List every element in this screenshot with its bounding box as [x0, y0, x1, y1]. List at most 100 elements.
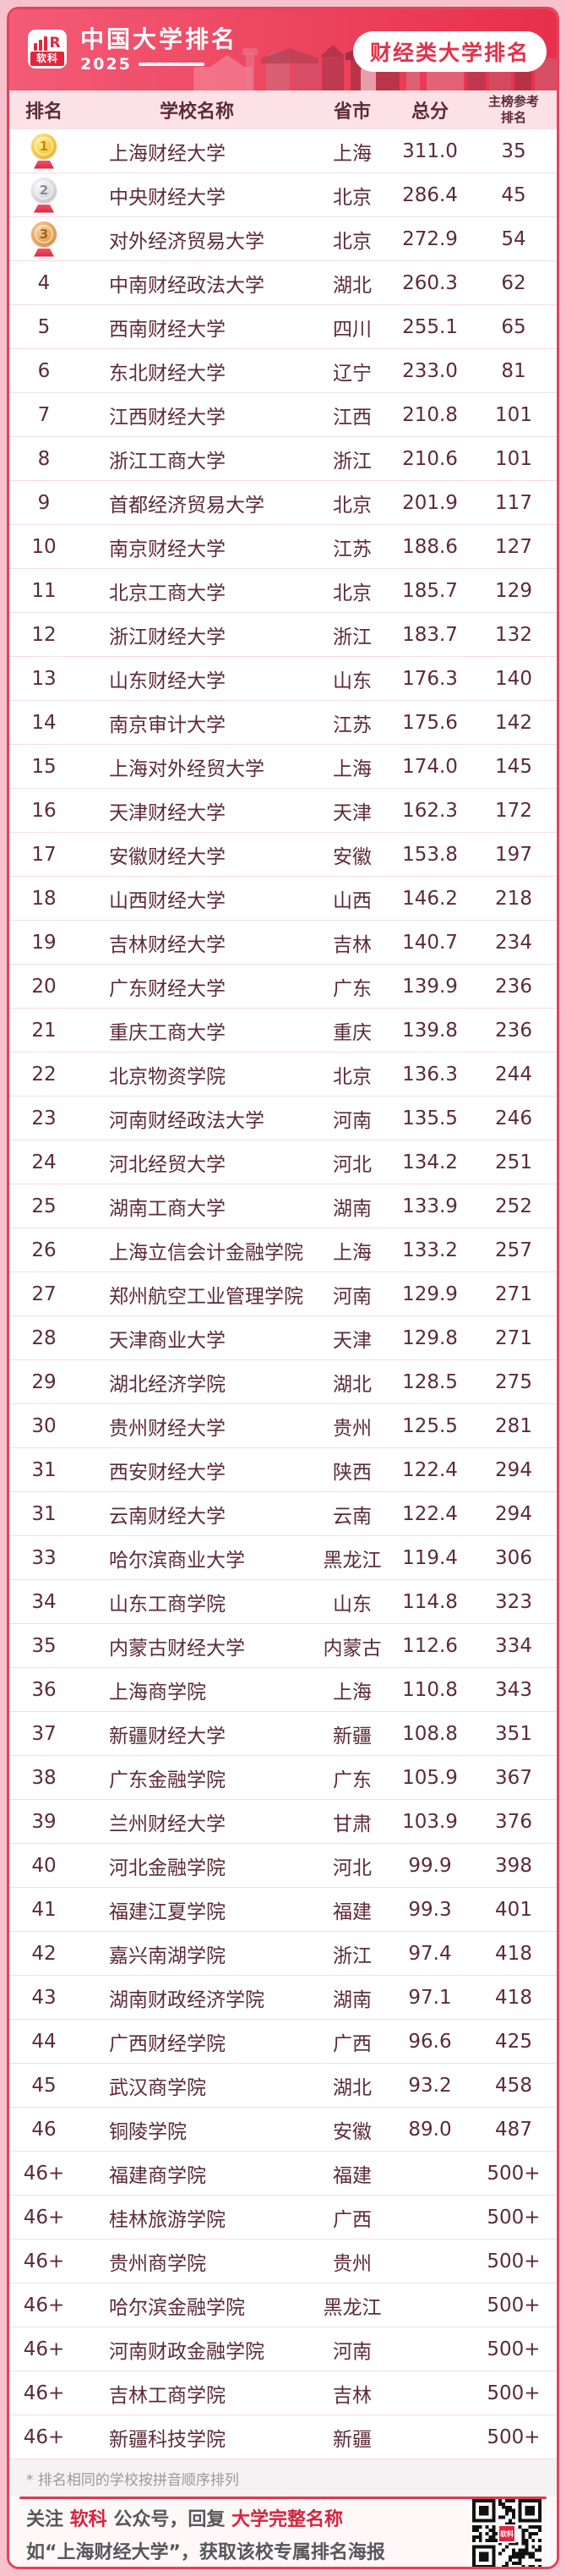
rank-cell: 46+: [23, 2338, 65, 2360]
rank-cell: 22: [31, 1063, 57, 1086]
ranking-row: 7 江西财经大学 江西 210.8 101: [9, 393, 557, 437]
rank-cell: 11: [31, 579, 57, 602]
school-name: 中央财经大学: [109, 186, 226, 209]
school-name: 上海立信会计金融学院: [109, 1241, 303, 1264]
total-score: 97.1: [408, 1986, 452, 2009]
total-score: 175.6: [402, 711, 458, 734]
main-ref-rank: 500+: [487, 2206, 541, 2229]
school-name: 河南财经政法大学: [109, 1109, 264, 1132]
main-ref-rank: 132: [495, 623, 532, 646]
rank-cell: 40: [31, 1854, 57, 1877]
main-ref-rank: 306: [495, 1546, 532, 1569]
rank-cell: 13: [31, 667, 57, 690]
total-score: 153.8: [402, 843, 458, 866]
main-ref-rank: 458: [495, 2074, 532, 2097]
ranking-row: 21 重庆工商大学 重庆 139.8 236: [9, 1009, 557, 1053]
main-ref-rank: 101: [495, 447, 532, 470]
main-ref-rank: 294: [495, 1458, 532, 1481]
total-score: 174.0: [402, 755, 458, 778]
ranking-row: 15 上海对外经贸大学 上海 174.0 145: [9, 745, 557, 789]
province: 广西: [333, 2032, 372, 2055]
ranking-row: 27 郑州航空工业管理学院 河南 129.9 271: [9, 1272, 557, 1316]
rank-cell: 46+: [23, 2250, 65, 2272]
main-ref-rank: 500+: [487, 2294, 541, 2316]
ranking-row: 3 对外经济贸易大学 北京 272.9 54: [9, 217, 557, 261]
school-name: 浙江财经大学: [109, 626, 226, 648]
main-ref-rank: 425: [495, 2030, 532, 2053]
main-ref-rank: 487: [495, 2118, 532, 2141]
gold-medal-icon: 1: [30, 133, 58, 169]
province: 河北: [333, 1857, 372, 1879]
footer-highlight: 大学完整名称: [231, 2508, 344, 2530]
main-ref-rank: 142: [495, 711, 532, 734]
rank-cell: 7: [37, 403, 51, 426]
school-name: 哈尔滨金融学院: [109, 2296, 245, 2319]
rank-cell: 27: [31, 1283, 57, 1305]
rank-cell: 1: [9, 133, 79, 169]
rank-cell: 25: [31, 1195, 57, 1217]
total-score: 185.7: [402, 579, 458, 602]
ranking-row: 25 湖南工商大学 湖南 133.9 252: [9, 1184, 557, 1228]
ranking-row: 5 西南财经大学 四川 255.1 65: [9, 305, 557, 349]
ranking-row: 26 上海立信会计金融学院 上海 133.2 257: [9, 1228, 557, 1272]
province: 江苏: [333, 714, 372, 736]
main-ref-rank: 45: [501, 183, 526, 206]
ranking-row: 16 天津财经大学 天津 162.3 172: [9, 789, 557, 833]
total-score: 140.7: [402, 931, 458, 954]
ranking-row: 46 铜陵学院 安徽 89.0 487: [9, 2108, 557, 2152]
logo-label: 软科: [30, 52, 64, 66]
province: 贵州: [333, 1417, 372, 1440]
ranking-row: 45 武汉商学院 湖北 93.2 458: [9, 2064, 557, 2108]
silver-medal-icon: 2: [30, 177, 58, 213]
main-ref-rank: 172: [495, 799, 532, 822]
table-header: 排名 学校名称 省市 总分 主榜参考 排名: [9, 90, 557, 129]
ranking-row: 46+ 河南财政金融学院 河南 500+: [9, 2327, 557, 2371]
ranking-row: 23 河南财经政法大学 河南 135.5 246: [9, 1097, 557, 1140]
main-ref-rank: 418: [495, 1986, 532, 2009]
rank-cell: 31: [31, 1458, 57, 1481]
header-main-ref-line2: 排名: [500, 110, 526, 125]
ruanke-logo: R 软科: [28, 30, 67, 68]
school-name: 福建商学院: [109, 2164, 206, 2187]
main-ref-rank: 376: [495, 1810, 532, 1833]
brand-underline: [138, 63, 204, 67]
total-score: 122.4: [402, 1458, 458, 1481]
school-name: 贵州财经大学: [109, 1417, 226, 1440]
total-score: 210.8: [402, 403, 458, 426]
rank-cell: 29: [31, 1370, 57, 1393]
province: 广东: [333, 1769, 372, 1791]
footer-middle: 公众号，回复: [106, 2508, 232, 2530]
province: 黑龙江: [323, 2296, 382, 2319]
ranking-row: 4 中南财经政法大学 湖北 260.3 62: [9, 261, 557, 305]
main-ref-rank: 35: [501, 139, 526, 162]
school-name: 安徽财经大学: [109, 845, 226, 868]
school-name: 湖南工商大学: [109, 1197, 226, 1220]
province: 四川: [333, 318, 372, 341]
rank-cell: 17: [31, 843, 57, 866]
main-ref-rank: 197: [495, 843, 532, 866]
province: 辽宁: [333, 362, 372, 385]
rank-cell: 10: [31, 535, 57, 558]
school-name: 对外经济贸易大学: [109, 230, 264, 253]
school-name: 上海商学院: [109, 1681, 206, 1704]
ranking-row: 19 吉林财经大学 吉林 140.7 234: [9, 921, 557, 965]
school-name: 山西财经大学: [109, 889, 226, 912]
province: 湖南: [333, 1197, 372, 1220]
school-name: 上海财经大学: [109, 142, 226, 165]
school-name: 重庆工商大学: [109, 1021, 226, 1044]
total-score: 311.0: [402, 139, 458, 162]
province: 上海: [333, 1681, 372, 1704]
province: 河北: [333, 1153, 372, 1176]
ranking-row: 37 新疆财经大学 新疆 108.8 351: [9, 1712, 557, 1756]
main-ref-rank: 251: [495, 1151, 532, 1173]
main-ref-rank: 81: [501, 359, 526, 382]
school-name: 哈尔滨商业大学: [109, 1549, 245, 1572]
province: 吉林: [333, 2384, 372, 2407]
rank-cell: 46: [31, 2118, 57, 2141]
total-score: 110.8: [402, 1678, 458, 1701]
province: 北京: [333, 1065, 372, 1088]
total-score: 162.3: [402, 799, 458, 822]
school-name: 兰州财经大学: [109, 1813, 226, 1835]
ranking-table-body: 1 上海财经大学 上海 311.0 35 2 中央财经大学 北京 286.4 4…: [9, 129, 557, 2459]
ranking-row: 39 兰州财经大学 甘肃 103.9 376: [9, 1800, 557, 1844]
